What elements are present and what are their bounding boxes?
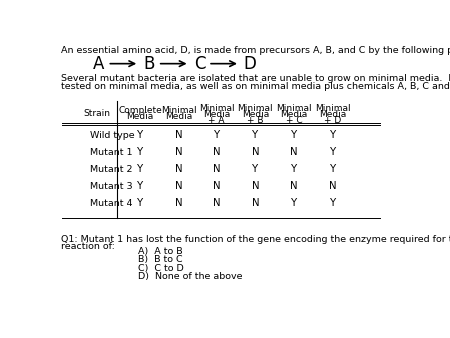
Text: B)  B to C: B) B to C <box>138 256 182 264</box>
Text: N: N <box>175 164 183 174</box>
Text: + D: + D <box>324 116 342 125</box>
Text: Media: Media <box>280 110 308 119</box>
Text: An essential amino acid, D, is made from precursors A, B, and C by the following: An essential amino acid, D, is made from… <box>61 46 450 55</box>
Text: N: N <box>175 130 183 140</box>
Text: Y: Y <box>137 181 143 191</box>
Text: N: N <box>213 147 220 157</box>
Text: Y: Y <box>137 130 143 140</box>
Text: N: N <box>290 181 298 191</box>
Text: Y: Y <box>330 147 336 157</box>
Text: N: N <box>213 164 220 174</box>
Text: + A: + A <box>208 116 225 125</box>
Text: + B: + B <box>247 116 264 125</box>
Text: Minimal: Minimal <box>276 104 312 113</box>
Text: Y: Y <box>291 130 297 140</box>
Text: Y: Y <box>330 198 336 208</box>
Text: Several mutant bacteria are isolated that are unable to grow on minimal media.  : Several mutant bacteria are isolated tha… <box>61 74 450 83</box>
Text: reaction of:: reaction of: <box>61 242 115 251</box>
Text: Y: Y <box>252 130 258 140</box>
Text: Mutant 2: Mutant 2 <box>90 165 133 174</box>
Text: Minimal: Minimal <box>199 104 234 113</box>
Text: Y: Y <box>137 147 143 157</box>
Text: Y: Y <box>137 198 143 208</box>
Text: Mutant 4: Mutant 4 <box>90 198 133 208</box>
Text: A: A <box>93 55 104 73</box>
Text: N: N <box>213 181 220 191</box>
Text: Media: Media <box>242 110 269 119</box>
Text: Mutant 1: Mutant 1 <box>90 148 133 157</box>
Text: Y: Y <box>330 130 336 140</box>
Text: B: B <box>144 55 155 73</box>
Text: Y: Y <box>291 198 297 208</box>
Text: N: N <box>213 198 220 208</box>
Text: Complete: Complete <box>118 106 162 115</box>
Text: Mutant 3: Mutant 3 <box>90 182 133 191</box>
Text: Strain: Strain <box>83 109 110 118</box>
Text: D)  None of the above: D) None of the above <box>138 272 242 281</box>
Text: Media: Media <box>203 110 230 119</box>
Text: N: N <box>175 181 183 191</box>
Text: N: N <box>175 198 183 208</box>
Text: Minimal: Minimal <box>315 104 351 113</box>
Text: tested on minimal media, as well as on minimal media plus chemicals A, B, C and : tested on minimal media, as well as on m… <box>61 82 450 91</box>
Text: Media: Media <box>320 110 346 119</box>
Text: N: N <box>252 198 259 208</box>
Text: N: N <box>252 147 259 157</box>
Text: Q1: Mutant 1 has lost the function of the gene encoding the enzyme required for : Q1: Mutant 1 has lost the function of th… <box>61 235 450 244</box>
Text: N: N <box>252 181 259 191</box>
Text: D: D <box>243 55 256 73</box>
Text: Y: Y <box>291 164 297 174</box>
Text: Y: Y <box>252 164 258 174</box>
Text: A)  A to B: A) A to B <box>138 247 182 256</box>
Text: Y: Y <box>214 130 220 140</box>
Text: Y: Y <box>137 164 143 174</box>
Text: C: C <box>194 55 205 73</box>
Text: Minimal: Minimal <box>161 106 197 115</box>
Text: Wild type: Wild type <box>90 131 135 140</box>
Text: Minimal: Minimal <box>238 104 273 113</box>
Text: Media: Media <box>126 113 153 121</box>
Text: Y: Y <box>330 164 336 174</box>
Text: Media: Media <box>165 113 192 121</box>
Text: C)  C to D: C) C to D <box>138 264 184 273</box>
Text: N: N <box>329 181 337 191</box>
Text: N: N <box>290 147 298 157</box>
Text: N: N <box>175 147 183 157</box>
Text: + C: + C <box>286 116 302 125</box>
